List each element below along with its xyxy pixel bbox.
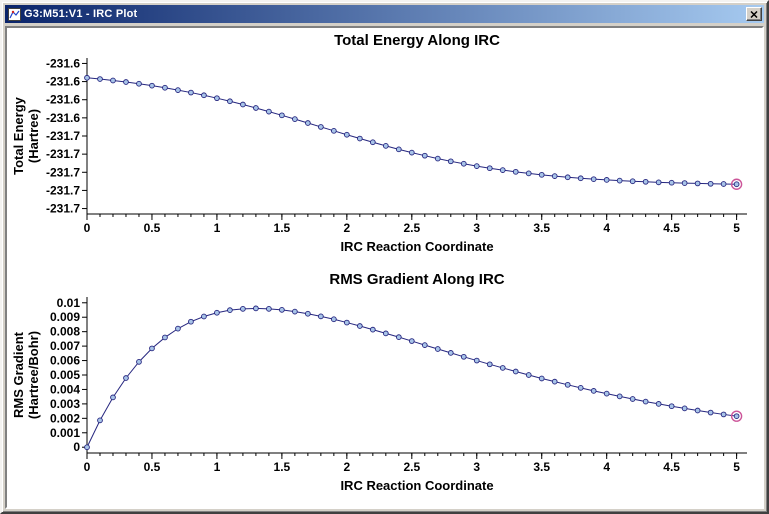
svg-text:-231.7: -231.7 bbox=[46, 183, 80, 197]
svg-text:1.5: 1.5 bbox=[274, 221, 291, 235]
svg-text:2.5: 2.5 bbox=[403, 221, 420, 235]
svg-text:0.005: 0.005 bbox=[50, 368, 80, 382]
svg-text:-231.6: -231.6 bbox=[46, 93, 80, 107]
plot-panel: Total Energy Along IRC 0 0.5 1 1.5 2 2.5 3 3.5 4 4… bbox=[5, 26, 764, 509]
svg-text:0.008: 0.008 bbox=[50, 325, 80, 339]
svg-text:(Hartree): (Hartree) bbox=[26, 109, 41, 163]
svg-text:RMS Gradient Along IRC: RMS Gradient Along IRC bbox=[329, 271, 504, 288]
svg-text:0.5: 0.5 bbox=[144, 221, 161, 235]
svg-text:1: 1 bbox=[214, 460, 221, 474]
svg-text:0.007: 0.007 bbox=[50, 339, 80, 353]
window-icon[interactable] bbox=[7, 7, 21, 21]
svg-text:1.5: 1.5 bbox=[274, 460, 291, 474]
svg-text:0.006: 0.006 bbox=[50, 354, 80, 368]
svg-text:4: 4 bbox=[603, 460, 610, 474]
title-bar[interactable]: G3:M51:V1 - IRC Plot bbox=[5, 5, 764, 23]
svg-text:2: 2 bbox=[343, 221, 350, 235]
svg-text:2: 2 bbox=[343, 460, 350, 474]
close-icon bbox=[750, 10, 758, 18]
svg-text:Total Energy: Total Energy bbox=[11, 96, 26, 175]
svg-text:IRC Reaction Coordinate: IRC Reaction Coordinate bbox=[340, 478, 493, 493]
svg-text:3.5: 3.5 bbox=[533, 221, 550, 235]
svg-text:-231.7: -231.7 bbox=[46, 129, 80, 143]
svg-text:-231.7: -231.7 bbox=[46, 165, 80, 179]
svg-text:0: 0 bbox=[73, 440, 80, 454]
svg-text:0.01: 0.01 bbox=[57, 296, 81, 310]
svg-text:4: 4 bbox=[603, 221, 610, 235]
svg-text:0.001: 0.001 bbox=[50, 426, 80, 440]
total-energy-chart: Total Energy Along IRC 0 0.5 1 1.5 2 2.5 3 3.5 4 4… bbox=[11, 32, 747, 254]
close-button[interactable] bbox=[746, 7, 762, 21]
svg-text:4.5: 4.5 bbox=[663, 460, 680, 474]
svg-text:2.5: 2.5 bbox=[403, 460, 420, 474]
app-icon bbox=[7, 7, 21, 21]
svg-text:5: 5 bbox=[733, 460, 740, 474]
svg-text:0: 0 bbox=[84, 460, 91, 474]
rms-gradient-chart: RMS Gradient Along IRC 0 0.5 1 1.5 2 2.5 3 3.5 4 4… bbox=[11, 271, 747, 493]
svg-text:0.004: 0.004 bbox=[50, 382, 80, 396]
window-content: Total Energy Along IRC 0 0.5 1 1.5 2 2.5 3 3.5 4 4… bbox=[5, 26, 764, 509]
svg-text:0: 0 bbox=[84, 221, 91, 235]
svg-text:1: 1 bbox=[214, 221, 221, 235]
svg-text:0.003: 0.003 bbox=[50, 397, 80, 411]
window-title: G3:M51:V1 - IRC Plot bbox=[24, 8, 138, 20]
svg-text:0.009: 0.009 bbox=[50, 310, 80, 324]
svg-text:IRC Reaction Coordinate: IRC Reaction Coordinate bbox=[340, 239, 493, 254]
svg-text:-231.6: -231.6 bbox=[46, 111, 80, 125]
svg-text:0.5: 0.5 bbox=[144, 460, 161, 474]
svg-text:-231.6: -231.6 bbox=[46, 56, 80, 70]
svg-text:RMS Gradient: RMS Gradient bbox=[11, 331, 26, 418]
svg-text:5: 5 bbox=[733, 221, 740, 235]
svg-text:Total Energy Along IRC: Total Energy Along IRC bbox=[334, 32, 500, 49]
svg-text:-231.7: -231.7 bbox=[46, 147, 80, 161]
svg-text:0.002: 0.002 bbox=[50, 411, 80, 425]
svg-text:4.5: 4.5 bbox=[663, 221, 680, 235]
svg-text:(Hartree/Bohr): (Hartree/Bohr) bbox=[26, 331, 41, 419]
svg-text:3: 3 bbox=[473, 221, 480, 235]
svg-text:-231.7: -231.7 bbox=[46, 202, 80, 216]
svg-text:3: 3 bbox=[473, 460, 480, 474]
svg-text:3.5: 3.5 bbox=[533, 460, 550, 474]
svg-text:-231.6: -231.6 bbox=[46, 75, 80, 89]
